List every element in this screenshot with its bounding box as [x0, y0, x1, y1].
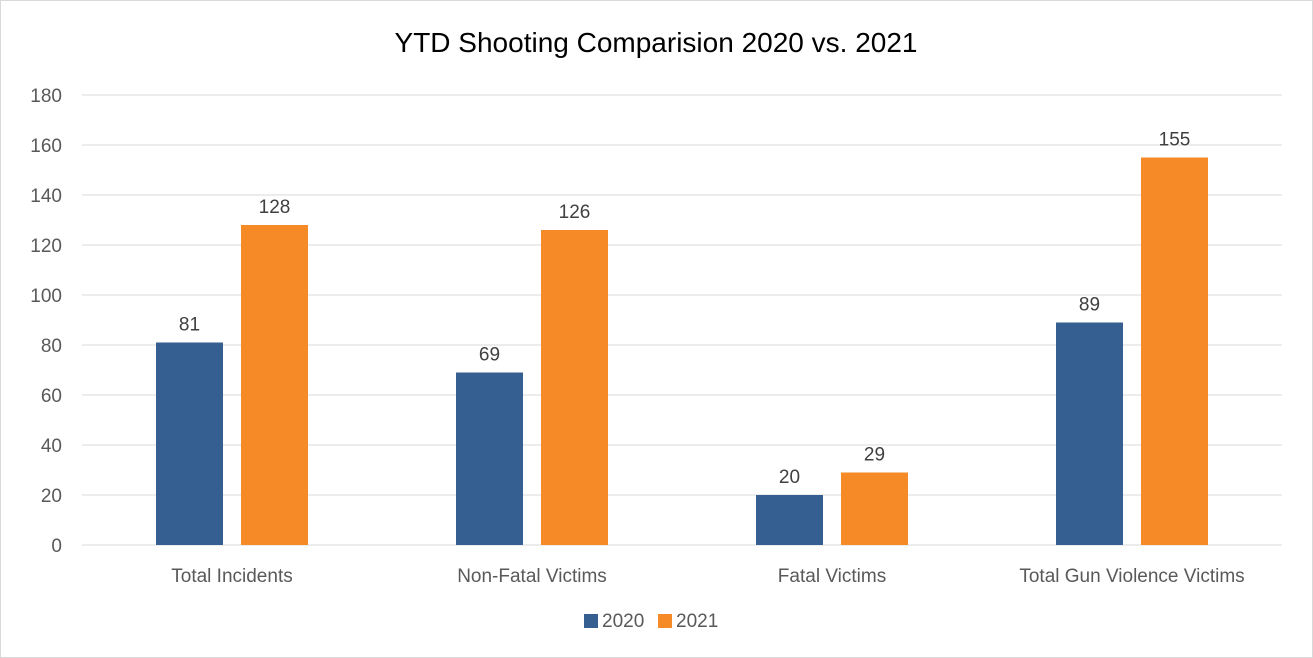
data-label: 20 — [779, 467, 800, 488]
data-label: 155 — [1159, 130, 1191, 151]
bar-2020 — [456, 372, 523, 545]
bar-2020 — [756, 495, 823, 545]
data-label: 29 — [864, 445, 885, 466]
category-label: Non-Fatal Victims — [457, 566, 607, 587]
y-tick-label: 80 — [41, 336, 62, 357]
data-label: 128 — [259, 197, 291, 218]
category-label: Total Incidents — [171, 566, 292, 587]
legend-label-2021: 2021 — [676, 611, 718, 632]
bar-2020 — [156, 342, 223, 545]
x-axis-category-labels: Total Incidents Non-Fatal Victims Fatal Vi… — [171, 566, 1244, 587]
y-tick-label: 180 — [30, 86, 62, 107]
y-tick-label: 0 — [51, 536, 62, 557]
y-tick-label: 160 — [30, 136, 62, 157]
category-label: Total Gun Violence Victims — [1019, 566, 1244, 587]
y-tick-label: 140 — [30, 186, 62, 207]
bar-2021 — [1141, 157, 1208, 545]
y-tick-label: 120 — [30, 236, 62, 257]
y-tick-label: 40 — [41, 436, 62, 457]
bar-2021 — [841, 472, 908, 545]
y-tick-label: 20 — [41, 486, 62, 507]
chart-title: YTD Shooting Comparision 2020 vs. 2021 — [395, 27, 918, 58]
category-label: Fatal Victims — [778, 566, 886, 587]
bar-2021 — [241, 225, 308, 545]
y-tick-label: 60 — [41, 386, 62, 407]
bar-2021 — [541, 230, 608, 545]
y-axis-tick-labels: 0 20 40 60 80 100 120 140 160 180 — [30, 86, 62, 557]
data-label: 126 — [559, 202, 591, 223]
data-label: 69 — [479, 345, 500, 366]
bars — [156, 157, 1208, 545]
data-label: 81 — [179, 315, 200, 336]
legend-label-2020: 2020 — [602, 611, 644, 632]
data-label: 89 — [1079, 295, 1100, 316]
legend-swatch-2021 — [658, 614, 672, 628]
legend-swatch-2020 — [584, 614, 598, 628]
bar-2020 — [1056, 322, 1123, 545]
data-labels: 81 128 69 126 20 29 89 155 — [179, 130, 1190, 489]
y-tick-label: 100 — [30, 286, 62, 307]
legend: 2020 2021 — [584, 611, 718, 632]
